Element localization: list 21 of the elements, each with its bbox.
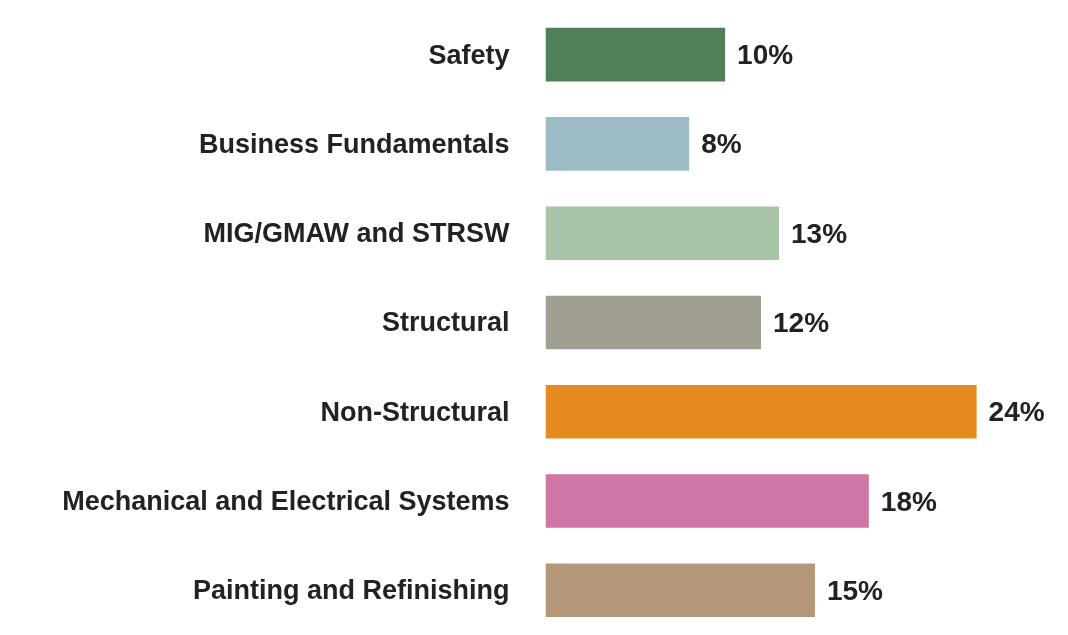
data-label: 12%: [773, 306, 830, 338]
y-tick-label: Painting and Refinishing: [193, 575, 510, 606]
data-label: 15%: [826, 574, 884, 606]
y-tick-label: Mechanical and Electrical Systems: [62, 486, 510, 517]
bar: [545, 27, 726, 82]
bar: [545, 384, 977, 439]
y-tick-label: Non-Structural: [320, 396, 510, 427]
bar: [545, 117, 690, 171]
data-label: 10%: [737, 39, 794, 71]
data-label: 13%: [791, 217, 848, 249]
y-tick-label: MIG/GMAW and STRSW: [203, 218, 511, 249]
bar: [545, 206, 780, 260]
bar: [545, 563, 815, 618]
data-label: 8%: [701, 128, 742, 160]
y-tick-label: Business Fundamentals: [198, 128, 510, 159]
bar: [545, 474, 869, 528]
y-tick-label: Structural: [381, 307, 510, 338]
data-label: 24%: [988, 396, 1045, 428]
bar: [545, 295, 762, 350]
data-label: 18%: [880, 485, 937, 517]
y-tick-label: Safety: [428, 39, 510, 70]
